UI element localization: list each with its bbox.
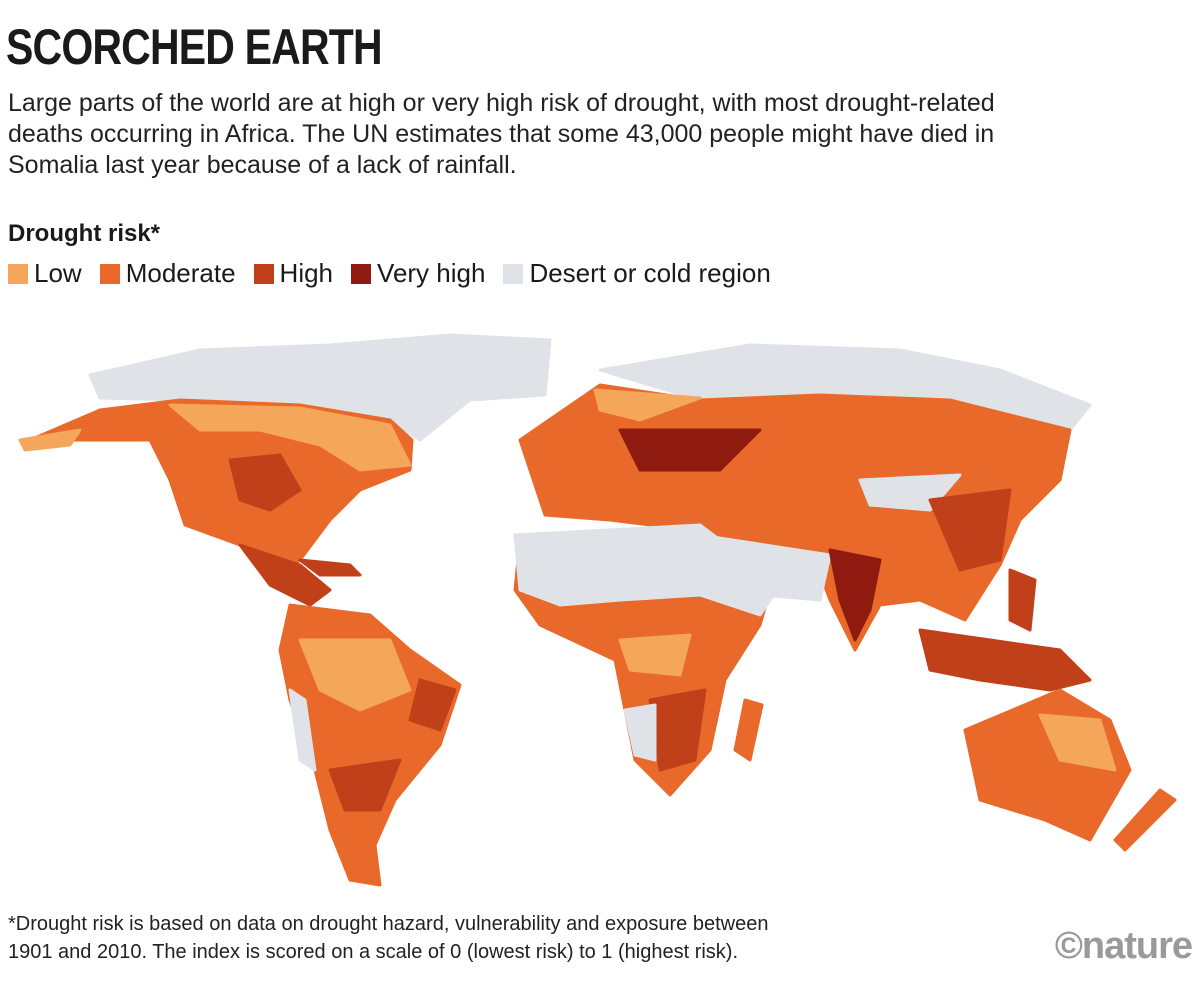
amazon-low xyxy=(298,638,412,712)
footnote-line-2: 1901 and 2010. The index is scored on a … xyxy=(8,941,739,963)
legend-title: Drought risk* xyxy=(8,220,161,247)
legend-item-moderate: Moderate xyxy=(99,258,236,289)
atacama-desert xyxy=(288,688,317,772)
legend-swatch xyxy=(8,263,28,284)
sahara-desert xyxy=(513,523,782,617)
page-title: SCORCHED EARTH xyxy=(6,19,383,75)
legend-label: Desert or cold region xyxy=(529,258,771,288)
brazil-high xyxy=(408,678,457,732)
nature-logo: ©nature xyxy=(1054,925,1193,967)
legend-label: Moderate xyxy=(125,258,236,288)
legend-item-high: High xyxy=(253,258,334,289)
footnote-line-1: *Drought risk is based on data on drough… xyxy=(8,913,769,935)
indonesia xyxy=(918,628,1092,692)
russia-low xyxy=(593,388,702,422)
world-drought-map xyxy=(18,333,1177,887)
kalahari-desert xyxy=(623,703,657,762)
legend-item-low: Low xyxy=(8,258,82,289)
caribbean xyxy=(298,558,362,577)
legend-item-very-high: Very high xyxy=(351,258,485,289)
madagascar xyxy=(733,698,764,762)
philippines xyxy=(1008,568,1037,632)
central-america xyxy=(238,543,332,607)
china-high xyxy=(928,488,1012,572)
legend-item-desert: Desert or cold region xyxy=(503,258,771,289)
legend-swatch xyxy=(99,263,120,284)
footnote: *Drought risk is based on data on drough… xyxy=(8,910,768,966)
subtitle: Large parts of the world are at high or … xyxy=(8,89,995,179)
congo-low xyxy=(618,633,692,677)
legend-swatch xyxy=(253,263,274,284)
alaska-islands xyxy=(18,428,82,452)
legend-swatch xyxy=(503,263,524,284)
canada-low xyxy=(168,403,412,472)
argentina-high xyxy=(328,758,402,812)
australia-low xyxy=(1038,713,1117,772)
legend-label: Low xyxy=(34,258,82,288)
legend-swatch xyxy=(351,263,372,284)
usa-high xyxy=(228,453,302,512)
new-zealand xyxy=(1113,788,1177,852)
central-asia-very-high xyxy=(618,428,762,472)
legend-label: High xyxy=(279,258,334,288)
legend-label: Very high xyxy=(377,258,486,288)
legend: Low Moderate High Very high Desert or co… xyxy=(8,258,771,289)
india-very-high xyxy=(828,548,882,642)
southern-africa-high xyxy=(648,688,707,772)
